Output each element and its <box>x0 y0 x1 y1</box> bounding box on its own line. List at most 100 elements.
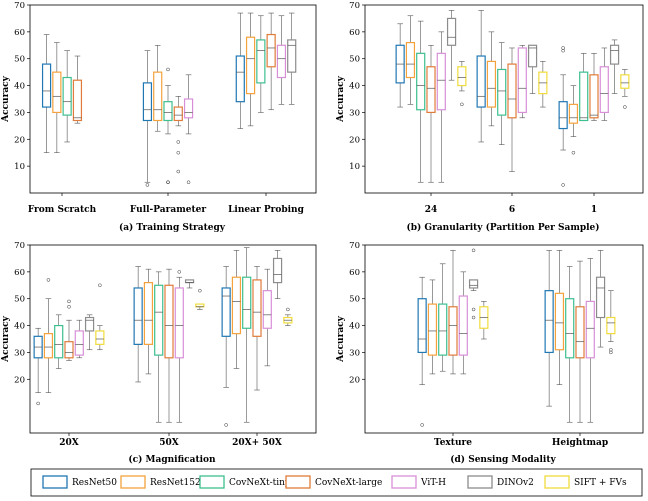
box-sift-fvs <box>606 290 616 355</box>
box-iqr <box>183 98 194 119</box>
box-vit-h <box>183 74 194 185</box>
y-tick-label: 70 <box>349 241 360 251</box>
box-resnet152 <box>231 250 242 369</box>
legend-item-covnext-large: CovNeXt-large <box>285 475 382 489</box>
box-iqr <box>497 68 507 116</box>
y-axis-label: Accuracy <box>336 315 346 363</box>
box-iqr <box>41 63 52 108</box>
y-tick-label: 70 <box>14 1 25 11</box>
box-iqr <box>609 44 620 65</box>
legend-item-covnext-tiny: CovNeXt-tiny <box>199 475 291 489</box>
x-category-label: 6 <box>509 205 515 215</box>
box-iqr <box>599 66 609 114</box>
y-tick-label: 70 <box>349 1 360 11</box>
legend-item-vit-h: ViT-H <box>391 475 446 489</box>
box-resnet152 <box>405 15 416 105</box>
box-dinov2 <box>184 279 195 289</box>
outlier-point <box>609 347 613 352</box>
legend-label: CovNeXt-tiny <box>229 478 291 488</box>
box-covnext-large <box>266 12 276 111</box>
box-dinov2 <box>84 314 95 351</box>
panel-caption: (b) Granularity (Partition Per Sample) <box>406 222 599 233</box>
outlier-point <box>176 150 181 155</box>
outlier-point <box>166 180 170 185</box>
box-iqr <box>262 290 272 329</box>
x-category-label: Heightmap <box>552 438 608 448</box>
x-category-label: Full-Parameter <box>130 205 206 215</box>
outlier-point <box>561 46 565 50</box>
box-dinov2 <box>595 250 606 348</box>
box-covnext-tiny <box>579 53 589 122</box>
box-covnext-large <box>426 44 436 183</box>
x-category-label: 20X+ 50X <box>232 438 282 448</box>
box-iqr <box>507 63 517 119</box>
box-covnext-large <box>64 299 74 361</box>
outlier-point <box>67 305 71 309</box>
box-resnet152 <box>568 85 579 155</box>
box-dinov2 <box>609 39 620 94</box>
legend-label: CovNeXt-large <box>315 478 382 488</box>
outlier-point <box>471 248 476 253</box>
box-covnext-tiny <box>438 263 448 372</box>
panel-2: 10 20 30 40 50 60 70 Accuracy 24 6 1 (b) Granularit… <box>336 1 644 233</box>
outlier-point <box>286 307 290 312</box>
box-sift-fvs <box>457 61 467 107</box>
panel-caption: (a) Training Strategy <box>119 222 226 233</box>
box-iqr <box>173 106 183 122</box>
box-vit-h <box>585 258 595 423</box>
box-covnext-tiny <box>154 271 164 423</box>
box-covnext-tiny <box>54 314 64 369</box>
plot-frame <box>364 244 644 434</box>
y-tick-label: 70 <box>14 241 25 251</box>
box-dinov2 <box>468 248 479 320</box>
box-vit-h <box>436 31 446 183</box>
outlier-point <box>198 288 202 293</box>
box-iqr <box>142 82 153 122</box>
outlier-point <box>460 102 464 107</box>
y-tick-label: 60 <box>14 268 25 278</box>
box-iqr <box>595 276 606 319</box>
box-iqr <box>575 306 585 359</box>
box-iqr <box>163 101 173 122</box>
box-vit-h <box>599 47 609 121</box>
y-tick-label: 20 <box>349 375 360 385</box>
box-covnext-tiny <box>416 20 426 183</box>
box-iqr <box>527 44 538 68</box>
x-category-label: From Scratch <box>28 205 97 215</box>
box-iqr <box>174 287 184 359</box>
box-covnext-large <box>448 250 458 375</box>
box-iqr <box>579 71 589 122</box>
legend-item-resnet50: ResNet50 <box>42 475 117 489</box>
box-iqr <box>517 47 527 114</box>
outlier-point <box>166 67 170 72</box>
box-iqr <box>266 33 276 68</box>
box-iqr <box>231 276 242 335</box>
y-tick-label: 30 <box>349 348 360 358</box>
outlier-point <box>98 283 102 288</box>
y-tick-label: 60 <box>349 268 360 278</box>
box-iqr <box>153 71 163 122</box>
y-tick-label: 30 <box>14 108 25 118</box>
box-iqr <box>252 279 262 337</box>
outlier-point <box>420 423 424 427</box>
box-iqr <box>133 287 143 345</box>
legend-item-sift-fvs: SIFT + FVs <box>544 475 627 489</box>
box-resnet50 <box>235 12 245 129</box>
box-sift-fvs <box>195 288 205 310</box>
y-tick-label: 50 <box>14 55 25 65</box>
box-resnet50 <box>558 46 568 187</box>
y-tick-label: 40 <box>349 82 360 92</box>
panel-caption: (d) Sensing Modality <box>450 454 556 465</box>
box-iqr <box>436 52 446 111</box>
box-resnet50 <box>476 10 486 143</box>
box-iqr <box>154 284 164 356</box>
box-sift-fvs <box>620 69 630 109</box>
y-tick-label: 50 <box>349 295 360 305</box>
box-sift-fvs <box>479 301 489 340</box>
box-resnet50 <box>395 23 405 108</box>
box-resnet152 <box>427 279 438 375</box>
y-tick-label: 20 <box>14 375 25 385</box>
outlier-point <box>67 299 71 304</box>
box-iqr <box>565 298 575 359</box>
